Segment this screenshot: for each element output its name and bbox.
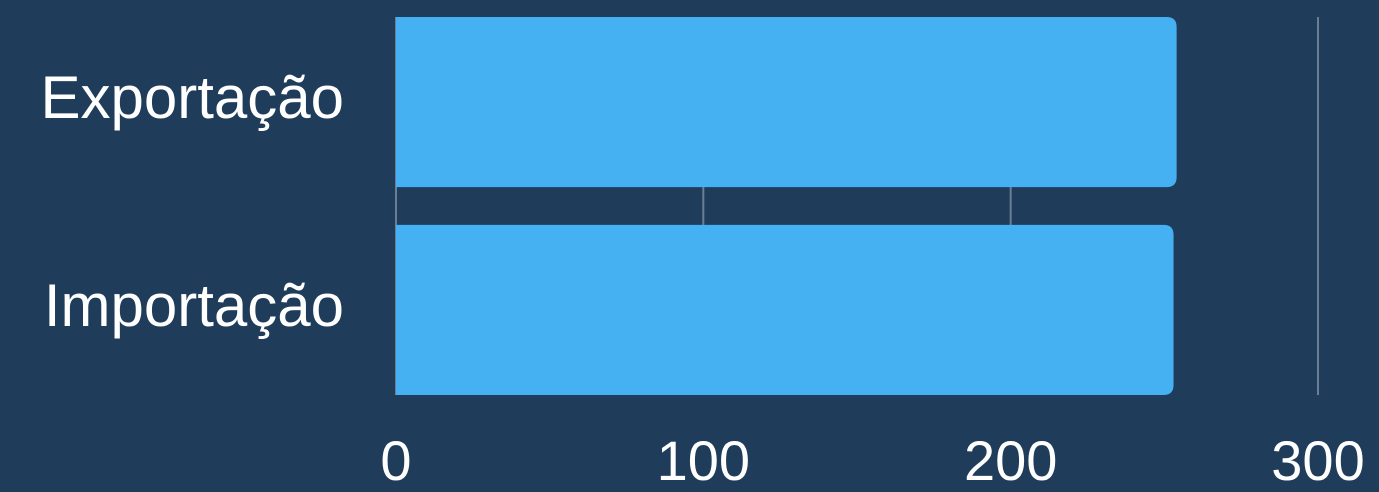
x-tick-label: 0 (380, 429, 411, 492)
bar (396, 17, 1177, 188)
x-tick-label: 300 (1271, 429, 1364, 492)
x-tick-label: 100 (657, 429, 750, 492)
y-tick-label: Importação (44, 272, 344, 339)
bar (396, 224, 1174, 395)
y-tick-label: Exportação (40, 64, 344, 131)
x-tick-label: 200 (964, 429, 1057, 492)
